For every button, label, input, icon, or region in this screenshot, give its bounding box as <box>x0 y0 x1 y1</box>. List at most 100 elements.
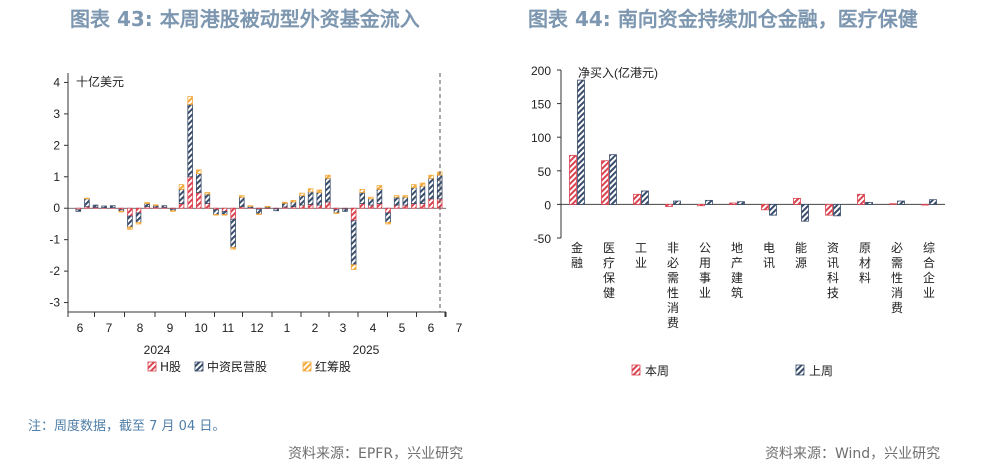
red-chip-bar <box>393 195 400 198</box>
left-month-label: 11 <box>222 321 235 335</box>
left-month-label: 10 <box>194 321 208 335</box>
this-week-bar <box>569 154 577 205</box>
left-y-tick-label: -2 <box>49 264 60 278</box>
left-unit-label: 十亿美元 <box>76 74 124 89</box>
this-week-bar <box>697 203 705 207</box>
mid-private-bar <box>273 208 279 212</box>
this-week-bar <box>729 202 737 205</box>
red-chip-bar <box>247 205 254 207</box>
red-chip-bar <box>187 96 193 105</box>
left-month-label: 3 <box>340 321 347 335</box>
left-month-label: 4 <box>370 321 377 335</box>
left-month-label: 5 <box>399 321 406 335</box>
right-y-tick-label: -50 <box>534 232 552 246</box>
right-category-label: 地产建筑 <box>731 241 743 300</box>
right-category-label: 工业 <box>635 241 647 270</box>
red-chip-bar <box>256 213 262 215</box>
right-category-label: 非必需性消费 <box>667 241 679 330</box>
right-category-label: 必需性消费 <box>891 241 903 315</box>
right-category-label: 电讯 <box>763 241 775 270</box>
mid-private-bar <box>109 205 116 208</box>
red-chip-bar <box>299 192 305 197</box>
red-chip-bar <box>402 195 409 198</box>
red-chip-bar <box>221 214 228 216</box>
right-unit-label: 净买入(亿港元) <box>578 65 658 80</box>
mid-private-bar <box>161 205 168 208</box>
right-chart-title: 图表 44: 南向资金持续加仓金融，医疗保健 <box>528 7 918 31</box>
left-legend-label: 红筹股 <box>315 359 351 374</box>
left-y-tick-label: 4 <box>53 75 60 89</box>
red-chip-bar <box>135 221 142 225</box>
red-chip-bar <box>196 169 202 175</box>
left-month-label: 6 <box>428 321 435 335</box>
red-chip-bar <box>213 214 219 216</box>
left-legend-swatch <box>302 361 312 372</box>
red-chip-bar <box>307 188 314 193</box>
right-y-tick-label: 200 <box>531 64 551 78</box>
this-week-bar <box>793 197 801 205</box>
red-chip-bar <box>428 174 434 179</box>
left-month-label: 7 <box>456 321 463 335</box>
last-week-bar <box>833 203 841 217</box>
mid-private-bar <box>101 205 107 208</box>
right-category-label: 综合企业 <box>923 241 935 300</box>
this-week-bar <box>825 203 833 216</box>
left-month-label: 7 <box>106 321 113 335</box>
red-chip-bar <box>230 247 236 250</box>
this-week-bar <box>857 193 865 205</box>
left-month-label: 6 <box>77 321 84 335</box>
left-y-tick-label: 0 <box>53 201 60 215</box>
left-y-tick-label: -3 <box>49 296 60 310</box>
right-category-label: 医疗保健 <box>603 241 615 300</box>
mid-private-bar <box>92 204 99 208</box>
red-chip-bar <box>359 188 366 193</box>
right-legend-swatch <box>631 364 641 376</box>
right-category-label: 原材料 <box>859 241 871 285</box>
this-week-bar <box>889 203 897 205</box>
left-year-label: 2024 <box>144 343 171 357</box>
right-y-tick-label: 0 <box>544 198 551 212</box>
left-year-label: 2025 <box>353 343 380 357</box>
red-chip-bar <box>178 184 185 190</box>
red-chip-bar <box>290 199 297 203</box>
red-chip-bar <box>385 221 391 225</box>
left-legend-label: 中资民营股 <box>207 359 267 374</box>
red-chip-bar <box>204 192 211 195</box>
right-y-tick-label: 50 <box>538 165 552 179</box>
red-chip-bar <box>350 264 357 270</box>
this-week-bar <box>633 193 641 205</box>
right-legend-swatch <box>795 364 805 376</box>
right-y-tick-label: 100 <box>531 131 551 145</box>
red-chip-bar <box>127 226 133 230</box>
left-legend-label: H股 <box>160 360 181 374</box>
left-y-tick-label: 1 <box>53 170 60 184</box>
red-chip-bar <box>368 196 374 200</box>
red-chip-bar <box>239 195 245 198</box>
left-y-tick-label: 2 <box>53 138 60 152</box>
left-y-tick-label: -1 <box>49 233 60 247</box>
last-week-bar <box>929 199 937 205</box>
last-week-bar <box>641 190 649 205</box>
left-month-label: 2 <box>312 321 319 335</box>
right-category-label: 金融 <box>571 240 583 270</box>
last-week-bar <box>801 203 809 222</box>
last-week-bar <box>865 201 873 205</box>
this-week-bar <box>665 203 673 207</box>
red-chip-bar <box>84 197 90 200</box>
left-month-label: 12 <box>250 321 264 335</box>
red-chip-bar <box>316 189 322 193</box>
left-legend-swatch <box>194 361 204 372</box>
this-week-bar <box>601 160 609 205</box>
red-chip-bar <box>282 201 288 204</box>
right-legend-label: 本周 <box>645 364 669 378</box>
last-week-bar <box>705 199 713 205</box>
right-source: 资料来源：Wind，兴业研究 <box>765 446 941 462</box>
last-week-bar <box>577 79 585 205</box>
right-legend-label: 上周 <box>809 364 833 378</box>
right-category-label: 资讯科技 <box>827 241 839 300</box>
right-category-label: 公用事业 <box>699 241 711 300</box>
this-week-bar <box>761 203 769 211</box>
left-month-label: 1 <box>284 321 291 335</box>
